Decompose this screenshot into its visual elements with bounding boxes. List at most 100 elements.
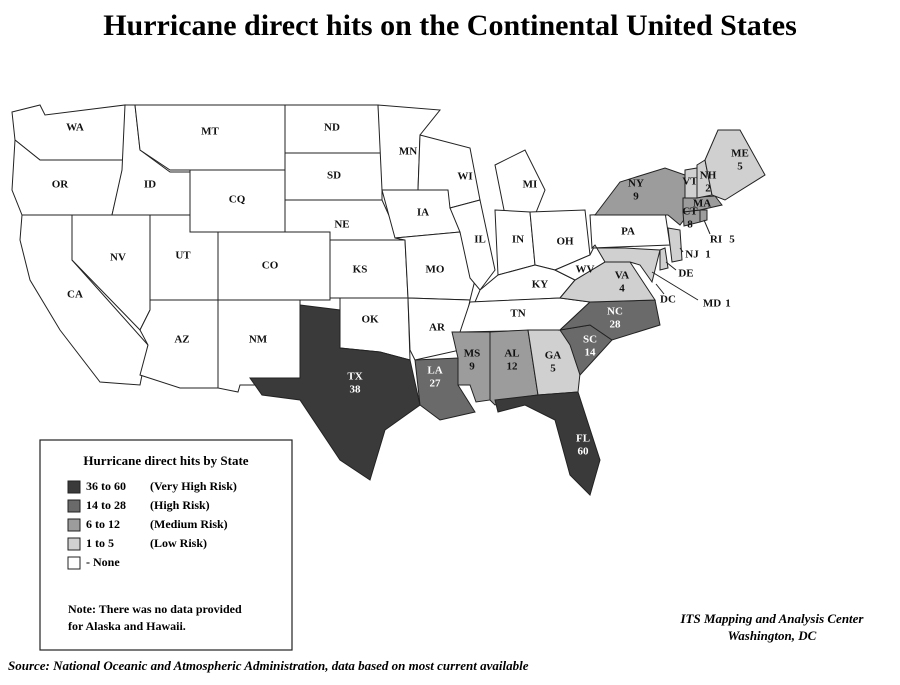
hit-count: 12 xyxy=(507,361,519,373)
state-label: ID xyxy=(144,179,156,191)
state xyxy=(704,129,766,201)
state xyxy=(659,247,669,271)
legend-note: for Alaska and Hawaii. xyxy=(68,619,186,633)
state-label: OR xyxy=(52,179,70,191)
legend-risk: (High Risk) xyxy=(150,498,210,512)
state-label: NE xyxy=(334,219,349,231)
legend-swatch xyxy=(67,537,81,551)
state-label: TN xyxy=(510,308,525,320)
state-label: SD xyxy=(327,170,341,182)
state-label: NY xyxy=(628,178,644,190)
state xyxy=(682,195,723,213)
legend-range: 14 to 28 xyxy=(86,498,126,512)
state-label: MS xyxy=(464,348,481,360)
hit-count: 28 xyxy=(610,319,622,331)
legend-range: 6 to 12 xyxy=(86,517,120,531)
state-label: FL xyxy=(576,433,590,445)
hit-count: 1 xyxy=(705,249,711,261)
state-label: PA xyxy=(621,226,635,238)
state-label: MN xyxy=(399,146,417,158)
leader-line xyxy=(679,247,684,253)
legend: Hurricane direct hits by State 36 to 60 (V… xyxy=(67,453,249,633)
legend-risk: (Medium Risk) xyxy=(150,517,228,531)
state-label: GA xyxy=(545,350,562,362)
state-label: AL xyxy=(504,348,519,360)
state-label: WA xyxy=(66,122,84,134)
legend-title: Hurricane direct hits by State xyxy=(83,453,248,468)
state-label: IA xyxy=(417,207,429,219)
source: Source: National Oceanic and Atmospheric… xyxy=(8,658,529,673)
state-label: IN xyxy=(512,234,524,246)
legend-range: 1 to 5 xyxy=(86,536,114,550)
state-label: KY xyxy=(532,279,549,291)
hit-count: 5 xyxy=(550,363,556,375)
state-label: CT xyxy=(682,206,698,218)
state-label: WI xyxy=(457,171,472,183)
state xyxy=(699,209,708,223)
hit-count: 5 xyxy=(737,161,743,173)
state-label: OH xyxy=(556,236,574,248)
legend-swatch xyxy=(67,556,81,570)
leader-line xyxy=(703,219,711,235)
hit-count: 9 xyxy=(469,361,475,373)
state-label: NV xyxy=(110,252,126,264)
state xyxy=(329,239,409,299)
legend-risk: (Low Risk) xyxy=(150,536,207,550)
state-label: DE xyxy=(678,268,693,280)
state-label: NM xyxy=(249,334,268,346)
state-label: DC xyxy=(660,294,676,306)
legend-swatch xyxy=(67,499,81,513)
state-label: RI xyxy=(710,234,722,246)
state-label: ME xyxy=(731,148,749,160)
state-label: VT xyxy=(682,176,698,188)
hit-count: 5 xyxy=(729,234,735,246)
hit-count: 60 xyxy=(578,446,590,458)
state-label: CA xyxy=(67,289,83,301)
state-label: CQ xyxy=(229,194,246,206)
state xyxy=(667,227,683,263)
state xyxy=(217,299,301,393)
state xyxy=(494,391,601,496)
hit-count: 1 xyxy=(725,298,731,310)
state-label: CO xyxy=(262,260,279,272)
hit-count: 38 xyxy=(350,384,362,396)
map xyxy=(11,104,766,496)
hit-count: 9 xyxy=(633,191,639,203)
state-label: NH xyxy=(700,170,717,182)
state-label: UT xyxy=(175,250,191,262)
state-label: VA xyxy=(615,270,630,282)
state xyxy=(590,244,661,284)
leader-line xyxy=(651,271,699,301)
state-label: KS xyxy=(353,264,368,276)
state-label: LA xyxy=(427,365,442,377)
title: Hurricane direct hits on the Continental… xyxy=(103,9,797,42)
state xyxy=(249,304,421,481)
hit-count: 27 xyxy=(430,378,442,390)
legend-swatch xyxy=(67,518,81,532)
state-label: AZ xyxy=(174,334,189,346)
state-label: ND xyxy=(324,122,340,134)
state-label: MT xyxy=(201,126,219,138)
legend-swatch xyxy=(67,480,81,494)
hit-count: 14 xyxy=(585,347,597,359)
legend-risk: (Very High Risk) xyxy=(150,479,237,493)
state-label: NC xyxy=(607,306,623,318)
hit-count: 8 xyxy=(687,219,693,231)
state-label: AR xyxy=(429,322,446,334)
leader-line xyxy=(665,261,677,271)
state-label: SC xyxy=(583,334,597,346)
state-label: MD xyxy=(703,298,721,310)
hit-count: 2 xyxy=(705,183,711,195)
legend-range: 36 to 60 xyxy=(86,479,126,493)
leader-line xyxy=(655,283,665,295)
state xyxy=(494,149,546,216)
hit-count: 4 xyxy=(619,283,625,295)
legend-range: - None xyxy=(86,555,120,569)
state-label: MI xyxy=(523,179,538,191)
state-label: IL xyxy=(474,234,486,246)
credit: ITS Mapping and Analysis Center xyxy=(679,611,864,626)
state-label: TX xyxy=(347,371,362,383)
credit: Washington, DC xyxy=(728,628,817,643)
